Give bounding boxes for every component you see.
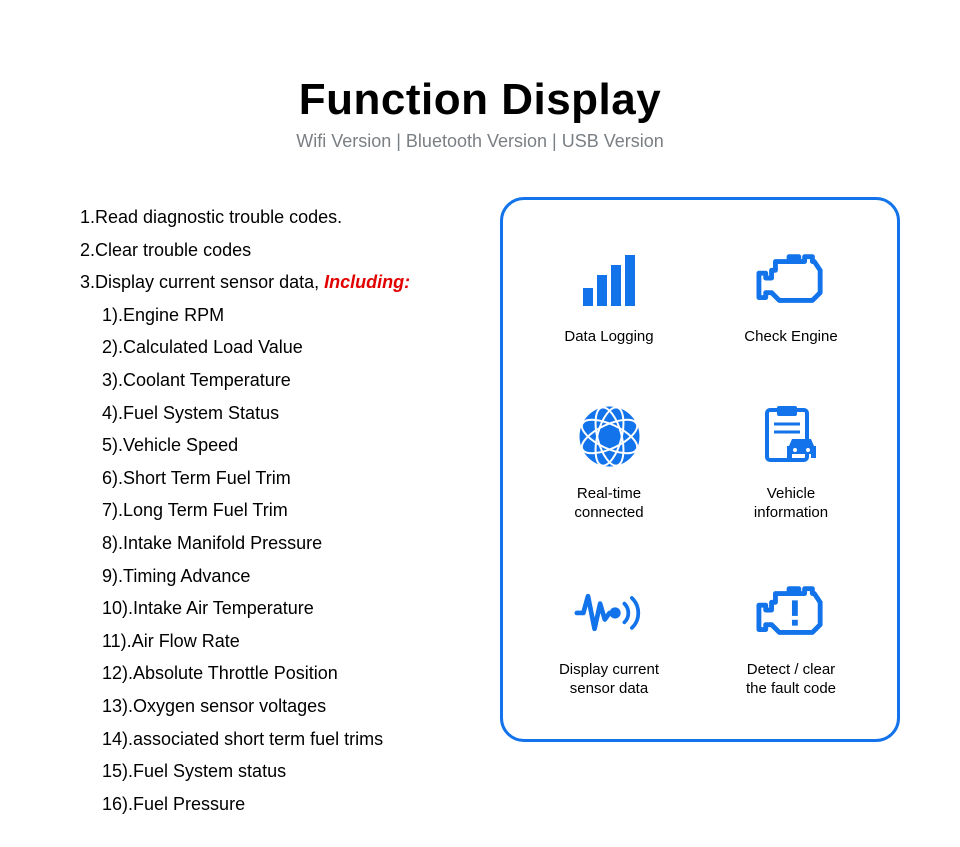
page-title: Function Display xyxy=(0,75,960,125)
sub-list-item: 2).Calculated Load Value xyxy=(102,332,470,363)
function-list: 1.Read diagnostic trouble codes. 2.Clear… xyxy=(80,197,470,821)
feature-realtime-connected: Real-time connected xyxy=(523,402,695,523)
sub-list-item: 12).Absolute Throttle Position xyxy=(102,658,470,689)
header: Function Display Wifi Version | Bluetoot… xyxy=(0,75,960,152)
feature-label: Display current sensor data xyxy=(559,660,659,699)
page-subtitle: Wifi Version | Bluetooth Version | USB V… xyxy=(0,131,960,152)
sub-list-item: 3).Coolant Temperature xyxy=(102,365,470,396)
engine-icon xyxy=(756,245,826,315)
sub-list-item: 4).Fuel System Status xyxy=(102,398,470,429)
feature-label: Detect / clear the fault code xyxy=(746,660,836,699)
bars-icon xyxy=(574,245,644,315)
sub-list-item: 14).associated short term fuel trims xyxy=(102,724,470,755)
list-number: 3. xyxy=(80,272,95,292)
feature-vehicle-information: Vehicle information xyxy=(705,402,877,523)
list-text: Clear trouble codes xyxy=(95,240,251,260)
feature-label: Real-time connected xyxy=(574,484,643,523)
feature-panel: Data Logging Check Engine xyxy=(500,197,900,742)
feature-detect-clear-fault: Detect / clear the fault code xyxy=(705,578,877,699)
list-item: 3.Display current sensor data, Including… xyxy=(80,267,470,298)
feature-label: Vehicle information xyxy=(754,484,828,523)
sub-list-item: 13).Oxygen sensor voltages xyxy=(102,691,470,722)
feature-display-sensor-data: Display current sensor data xyxy=(523,578,695,699)
list-item: 1.Read diagnostic trouble codes. xyxy=(80,202,470,233)
list-text: Display current sensor data, xyxy=(95,272,324,292)
sub-list-item: 10).Intake Air Temperature xyxy=(102,593,470,624)
list-text: Read diagnostic trouble codes. xyxy=(95,207,342,227)
feature-check-engine: Check Engine xyxy=(705,245,877,347)
sub-list-item: 9).Timing Advance xyxy=(102,561,470,592)
sub-list-item: 11).Air Flow Rate xyxy=(102,626,470,657)
including-highlight: Including: xyxy=(324,272,410,292)
globe-icon xyxy=(574,402,644,472)
feature-label: Data Logging xyxy=(564,327,653,347)
sub-list-item: 6).Short Term Fuel Trim xyxy=(102,463,470,494)
pulse-icon xyxy=(574,578,644,648)
clipboard-car-icon xyxy=(756,402,826,472)
sub-list-item: 7).Long Term Fuel Trim xyxy=(102,495,470,526)
feature-data-logging: Data Logging xyxy=(523,245,695,347)
list-item: 2.Clear trouble codes xyxy=(80,235,470,266)
sub-list-item: 8).Intake Manifold Pressure xyxy=(102,528,470,559)
sub-list-item: 1).Engine RPM xyxy=(102,300,470,331)
feature-label: Check Engine xyxy=(744,327,837,347)
sub-list-item: 5).Vehicle Speed xyxy=(102,430,470,461)
list-number: 1. xyxy=(80,207,95,227)
sub-list-item: 15).Fuel System status xyxy=(102,756,470,787)
list-number: 2. xyxy=(80,240,95,260)
engine-warn-icon xyxy=(756,578,826,648)
sub-list-item: 16).Fuel Pressure xyxy=(102,789,470,820)
